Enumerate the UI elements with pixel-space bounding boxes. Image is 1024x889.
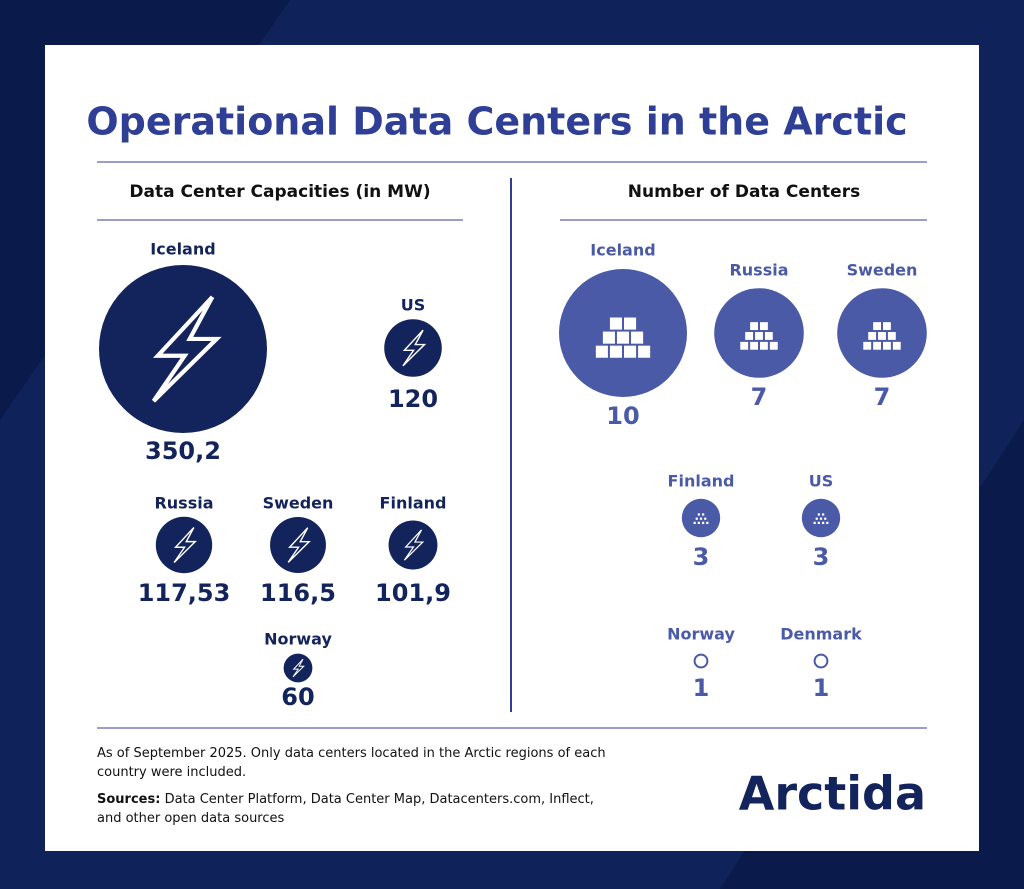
title: Operational Data Centers in the Arctic (86, 100, 907, 144)
bubble-label: Norway (264, 630, 332, 649)
bubble (270, 517, 326, 573)
bubble (155, 516, 213, 574)
icon (595, 345, 608, 358)
chart-title: Data Center Capacities (in MW) (129, 182, 430, 202)
icon (824, 517, 827, 520)
icon (151, 295, 222, 403)
value-label: 1 (813, 674, 830, 702)
bubble-label: US (809, 472, 834, 491)
icon (695, 517, 698, 520)
bubble-label: Iceland (150, 240, 215, 259)
icon (878, 332, 886, 340)
icon (292, 658, 305, 678)
icon (624, 345, 637, 358)
icon (699, 517, 703, 520)
icon (760, 341, 768, 350)
note: As of September 2025. Only data centers … (97, 746, 606, 780)
icon (740, 341, 749, 350)
icon (702, 513, 705, 516)
icon (402, 329, 427, 367)
icon (883, 322, 891, 331)
icon (822, 513, 825, 516)
value-label: 116,5 (260, 579, 336, 607)
chart-title: Number of Data Centers (628, 182, 860, 202)
bubble-label: Finland (668, 472, 735, 491)
icon (693, 521, 696, 525)
icon (892, 341, 901, 350)
value-label: 3 (693, 543, 710, 571)
value-label: 7 (874, 383, 891, 411)
icon (817, 521, 820, 525)
icon (609, 317, 622, 330)
bubble (99, 265, 267, 433)
value-label: 1 (693, 674, 710, 702)
icon (602, 331, 615, 344)
icon (868, 332, 877, 340)
icon (750, 341, 758, 350)
bubble (693, 653, 709, 669)
icon (769, 341, 778, 350)
icon (817, 513, 820, 516)
value-label: 7 (751, 383, 768, 411)
value-label: 120 (388, 385, 438, 413)
bubble (283, 653, 313, 683)
bubble-label: Iceland (590, 241, 655, 260)
icon (706, 521, 709, 525)
icon (173, 527, 197, 563)
icon (697, 521, 700, 525)
logo: Arctida (739, 767, 926, 821)
icon (638, 345, 651, 358)
icon (616, 331, 630, 344)
bubble-label: Russia (729, 261, 788, 280)
bubble-label: Denmark (780, 625, 862, 644)
icon (822, 521, 825, 525)
bubble-label: Sweden (847, 261, 918, 280)
icon (863, 341, 872, 350)
value-label: 117,53 (138, 579, 231, 607)
icon (609, 345, 622, 358)
icon (873, 341, 881, 350)
icon (745, 332, 754, 340)
icon (815, 517, 818, 520)
icon (826, 521, 829, 525)
icon (704, 517, 707, 520)
icon (760, 322, 768, 331)
value-label: 10 (606, 402, 639, 430)
bubble-label: US (401, 296, 426, 315)
value-label: 101,9 (375, 579, 451, 607)
bubble-label: Norway (667, 625, 735, 644)
icon (764, 332, 773, 340)
icon (755, 332, 763, 340)
icon (287, 527, 311, 563)
bubble-label: Russia (154, 494, 213, 513)
sources-label: Sources: (97, 792, 161, 807)
icon (813, 521, 816, 525)
value-label: 60 (281, 683, 314, 711)
icon (624, 317, 637, 330)
bubble (813, 653, 829, 669)
icon (750, 322, 758, 331)
bubble (388, 520, 438, 570)
icon (697, 513, 700, 516)
icon (873, 322, 881, 331)
icon (883, 341, 891, 350)
icon (819, 517, 823, 520)
value-label: 3 (813, 543, 830, 571)
icon (702, 521, 705, 525)
sources: Sources: Data Center Platform, Data Cent… (97, 790, 617, 828)
bubble-label: Sweden (263, 494, 334, 513)
icon (887, 332, 896, 340)
icon (403, 529, 425, 561)
bubble-label: Finland (380, 494, 447, 513)
value-label: 350,2 (145, 437, 221, 465)
icon (631, 331, 644, 344)
bubble (384, 319, 442, 377)
sources-text: Data Center Platform, Data Center Map, D… (97, 792, 594, 826)
